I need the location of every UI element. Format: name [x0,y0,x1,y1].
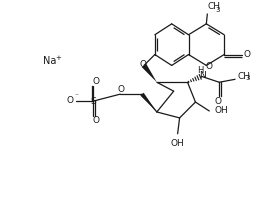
Polygon shape [142,64,157,82]
Text: OH: OH [214,106,228,115]
Text: CH: CH [207,2,220,11]
Text: O: O [118,85,125,94]
Text: O: O [243,50,250,59]
Text: 3: 3 [215,7,220,13]
Text: S: S [91,97,96,106]
Text: N: N [199,71,206,80]
Text: O: O [66,96,73,105]
Text: +: + [55,54,61,61]
Text: O: O [93,77,100,86]
Text: Na: Na [43,57,56,67]
Text: ⁻: ⁻ [75,92,79,101]
Text: O: O [206,62,213,71]
Text: O: O [139,60,146,69]
Polygon shape [140,93,157,112]
Text: O: O [215,97,222,106]
Text: O: O [93,116,100,125]
Text: H: H [197,66,204,75]
Text: OH: OH [171,139,185,148]
Text: CH: CH [237,72,250,81]
Text: 3: 3 [245,75,249,81]
